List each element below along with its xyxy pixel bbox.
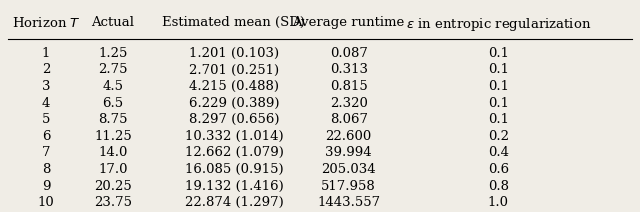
Text: 4: 4 <box>42 97 50 110</box>
Text: 4.215 (0.488): 4.215 (0.488) <box>189 80 279 93</box>
Text: 0.1: 0.1 <box>488 97 509 110</box>
Text: 6.229 (0.389): 6.229 (0.389) <box>189 97 279 110</box>
Text: 22.600: 22.600 <box>326 130 372 143</box>
Text: 0.8: 0.8 <box>488 180 509 192</box>
Text: 14.0: 14.0 <box>98 146 127 159</box>
Text: Horizon $T$: Horizon $T$ <box>12 15 81 29</box>
Text: 0.087: 0.087 <box>330 47 367 60</box>
Text: 0.1: 0.1 <box>488 113 509 126</box>
Text: 8.75: 8.75 <box>98 113 127 126</box>
Text: 12.662 (1.079): 12.662 (1.079) <box>184 146 284 159</box>
Text: 4.5: 4.5 <box>102 80 124 93</box>
Text: 1.201 (0.103): 1.201 (0.103) <box>189 47 279 60</box>
Text: 10.332 (1.014): 10.332 (1.014) <box>185 130 284 143</box>
Text: 0.1: 0.1 <box>488 47 509 60</box>
Text: 0.313: 0.313 <box>330 63 367 77</box>
Text: 1.25: 1.25 <box>98 47 127 60</box>
Text: 0.815: 0.815 <box>330 80 367 93</box>
Text: 0.1: 0.1 <box>488 80 509 93</box>
Text: 517.958: 517.958 <box>321 180 376 192</box>
Text: 23.75: 23.75 <box>94 196 132 209</box>
Text: 6: 6 <box>42 130 51 143</box>
Text: 22.874 (1.297): 22.874 (1.297) <box>184 196 284 209</box>
Text: 1443.557: 1443.557 <box>317 196 380 209</box>
Text: 0.4: 0.4 <box>488 146 509 159</box>
Text: 16.085 (0.915): 16.085 (0.915) <box>185 163 284 176</box>
Text: Average runtime: Average runtime <box>292 15 405 29</box>
Text: Estimated mean (SD): Estimated mean (SD) <box>163 15 305 29</box>
Text: 0.2: 0.2 <box>488 130 509 143</box>
Text: 205.034: 205.034 <box>321 163 376 176</box>
Text: 17.0: 17.0 <box>98 163 127 176</box>
Text: 1.0: 1.0 <box>488 196 509 209</box>
Text: 9: 9 <box>42 180 51 192</box>
Text: 8.067: 8.067 <box>330 113 367 126</box>
Text: 2.320: 2.320 <box>330 97 367 110</box>
Text: 2.75: 2.75 <box>98 63 127 77</box>
Text: $\varepsilon$ in entropic regularization: $\varepsilon$ in entropic regularization <box>406 15 591 33</box>
Text: 6.5: 6.5 <box>102 97 124 110</box>
Text: 11.25: 11.25 <box>94 130 132 143</box>
Text: 39.994: 39.994 <box>325 146 372 159</box>
Text: Actual: Actual <box>92 15 134 29</box>
Text: 0.6: 0.6 <box>488 163 509 176</box>
Text: 19.132 (1.416): 19.132 (1.416) <box>184 180 284 192</box>
Text: 8: 8 <box>42 163 50 176</box>
Text: 2: 2 <box>42 63 50 77</box>
Text: 8.297 (0.656): 8.297 (0.656) <box>189 113 279 126</box>
Text: 10: 10 <box>38 196 54 209</box>
Text: 0.1: 0.1 <box>488 63 509 77</box>
Text: 1: 1 <box>42 47 50 60</box>
Text: 5: 5 <box>42 113 50 126</box>
Text: 7: 7 <box>42 146 51 159</box>
Text: 2.701 (0.251): 2.701 (0.251) <box>189 63 279 77</box>
Text: 20.25: 20.25 <box>94 180 132 192</box>
Text: 3: 3 <box>42 80 51 93</box>
